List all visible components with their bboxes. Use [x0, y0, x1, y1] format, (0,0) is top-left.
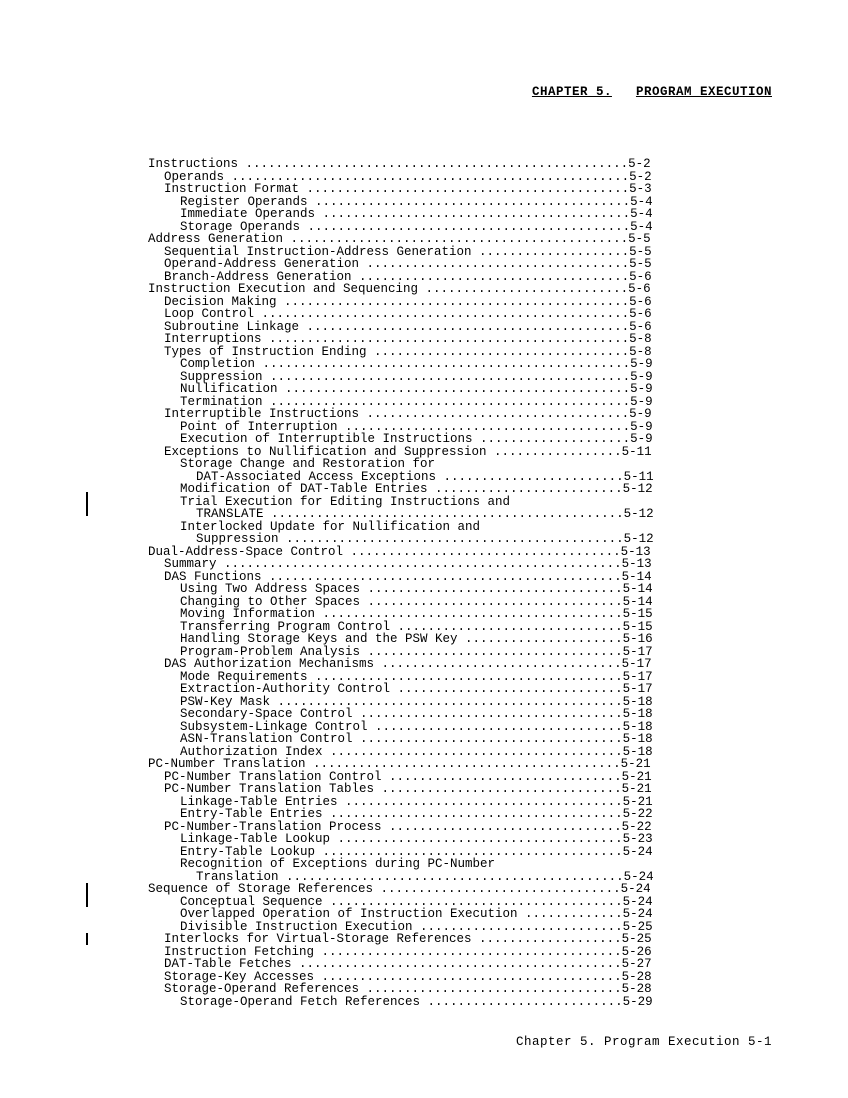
revision-bar	[86, 883, 88, 907]
toc-entry: Sequence of Storage References .........…	[148, 883, 704, 896]
toc-entry: Completion .............................…	[148, 358, 704, 371]
chapter-label: CHAPTER 5.	[532, 85, 612, 99]
toc-entry: Extraction-Authority Control ...........…	[148, 683, 704, 696]
toc-entry: Interruptible Instructions .............…	[148, 408, 704, 421]
toc-entry: Suppression ............................…	[148, 533, 704, 546]
toc-entry: TRANSLATE ..............................…	[148, 508, 704, 521]
toc-entry: Immediate Operands .....................…	[148, 208, 704, 221]
toc-entry: Handling Storage Keys and the PSW Key ..…	[148, 633, 704, 646]
toc-entry: ASN-Translation Control ................…	[148, 733, 704, 746]
toc-entry: Entry-Table Entries ....................…	[148, 808, 704, 821]
toc-entry: Summary ................................…	[148, 558, 704, 571]
toc-entry: Linkage-Table Lookup ...................…	[148, 833, 704, 846]
toc-entry: DAS Authorization Mechanisms ...........…	[148, 658, 704, 671]
toc-entry: Overlapped Operation of Instruction Exec…	[148, 908, 704, 921]
revision-bar	[86, 492, 88, 516]
toc-entry: Loop Control ...........................…	[148, 308, 704, 321]
toc-entry: Instructions ...........................…	[148, 158, 704, 171]
toc-entry: Moving Information .....................…	[148, 608, 704, 621]
toc-entry: Storage Change and Restoration for	[148, 458, 704, 471]
toc-entry: Using Two Address Spaces ...............…	[148, 583, 704, 596]
chapter-title: PROGRAM EXECUTION	[636, 85, 772, 99]
toc-entry: Nullification ..........................…	[148, 383, 704, 396]
page-footer: Chapter 5. Program Execution 5-1	[516, 1036, 772, 1049]
toc-entry: Interlocks for Virtual-Storage Reference…	[148, 933, 704, 946]
page: CHAPTER 5. PROGRAM EXECUTION Instruction…	[0, 0, 848, 1098]
toc-entry: Execution of Interruptible Instructions …	[148, 433, 704, 446]
toc-entry: PC-Number Translation Tables ...........…	[148, 783, 704, 796]
toc-entry: Modification of DAT-Table Entries ......…	[148, 483, 704, 496]
chapter-header: CHAPTER 5. PROGRAM EXECUTION	[532, 86, 772, 99]
revision-bar	[86, 933, 88, 945]
toc-entry: Storage-Operand References .............…	[148, 983, 704, 996]
toc-entry: Address Generation .....................…	[148, 233, 704, 246]
toc-entry: Interruptions ..........................…	[148, 333, 704, 346]
toc-entry: PC-Number Translation ..................…	[148, 758, 704, 771]
table-of-contents: Instructions ...........................…	[148, 158, 704, 1008]
toc-entry: Instruction Execution and Sequencing ...…	[148, 283, 704, 296]
toc-entry: Storage-Operand Fetch References .......…	[148, 996, 704, 1009]
toc-entry: DAT-Table Fetches ......................…	[148, 958, 704, 971]
toc-entry: Operand-Address Generation .............…	[148, 258, 704, 271]
toc-entry: Secondary-Space Control ................…	[148, 708, 704, 721]
toc-entry: Recognition of Exceptions during PC-Numb…	[148, 858, 704, 871]
toc-entry: Instruction Format .....................…	[148, 183, 704, 196]
